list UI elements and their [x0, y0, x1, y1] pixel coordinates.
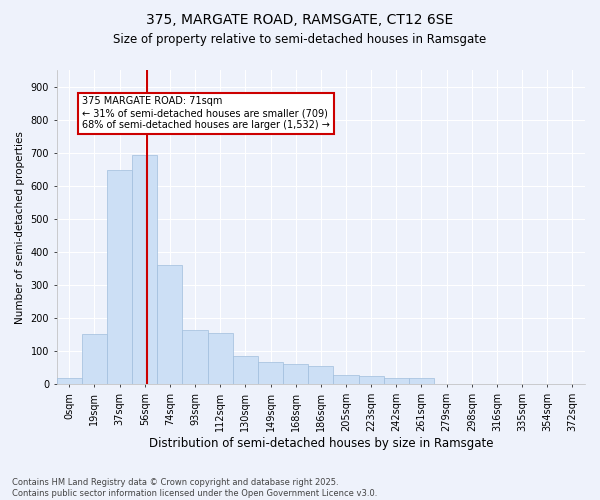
- Bar: [132, 155, 157, 384]
- Text: Contains HM Land Registry data © Crown copyright and database right 2025.
Contai: Contains HM Land Registry data © Crown c…: [12, 478, 377, 498]
- Y-axis label: Number of semi-detached properties: Number of semi-detached properties: [15, 131, 25, 324]
- Text: 375, MARGATE ROAD, RAMSGATE, CT12 6SE: 375, MARGATE ROAD, RAMSGATE, CT12 6SE: [146, 12, 454, 26]
- Bar: [258, 362, 283, 384]
- Bar: [283, 364, 308, 384]
- Bar: [334, 375, 359, 384]
- Bar: [82, 334, 107, 384]
- Bar: [56, 378, 82, 384]
- Text: 375 MARGATE ROAD: 71sqm
← 31% of semi-detached houses are smaller (709)
68% of s: 375 MARGATE ROAD: 71sqm ← 31% of semi-de…: [82, 96, 330, 130]
- Bar: [409, 378, 434, 384]
- Bar: [308, 366, 334, 384]
- Text: Size of property relative to semi-detached houses in Ramsgate: Size of property relative to semi-detach…: [113, 32, 487, 46]
- Bar: [107, 170, 132, 384]
- Bar: [359, 376, 384, 384]
- Bar: [233, 356, 258, 384]
- Bar: [182, 330, 208, 384]
- Bar: [384, 378, 409, 384]
- X-axis label: Distribution of semi-detached houses by size in Ramsgate: Distribution of semi-detached houses by …: [149, 437, 493, 450]
- Bar: [157, 266, 182, 384]
- Bar: [208, 333, 233, 384]
